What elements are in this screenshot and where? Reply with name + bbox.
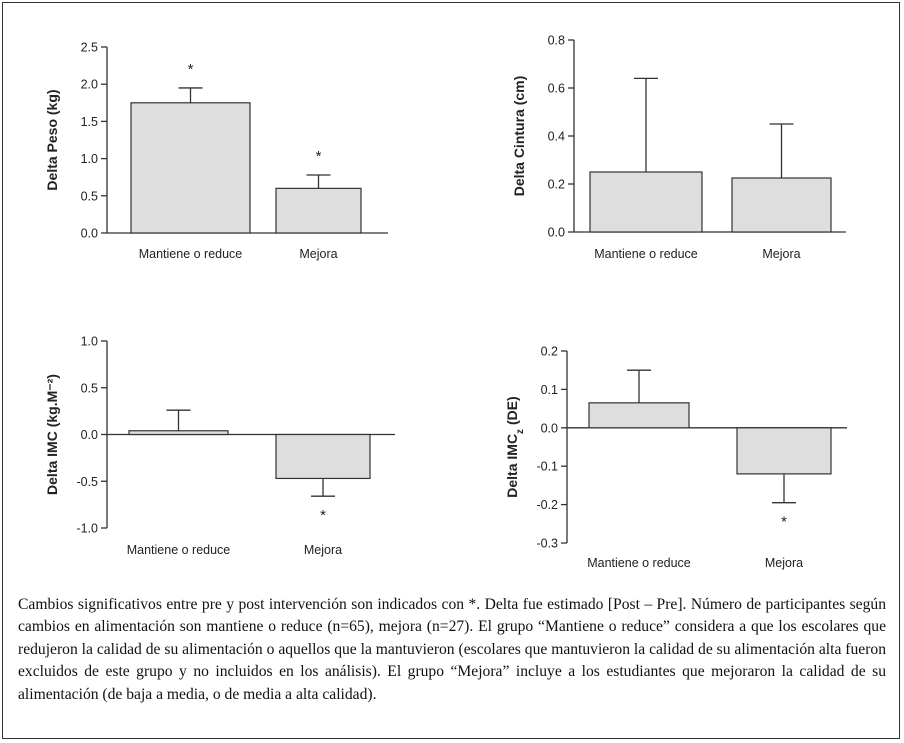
chart-delta-cintura: 0.0 0.2 0.4 0.6 0.8 Mantiene o reduce Mejora De… xyxy=(511,34,846,261)
significance-marker: * xyxy=(188,61,194,78)
y-tick-label: 0.8 xyxy=(548,34,565,48)
bar xyxy=(736,427,832,475)
chart-delta-peso: 0.0 0.5 1.0 1.5 2.0 2.5 * Mantiene o reduce * Mej… xyxy=(44,41,388,261)
y-tick-label: 0.2 xyxy=(548,178,565,192)
y-axis-label: Delta Cintura (cm) xyxy=(511,76,527,197)
y-tick-label: -1.0 xyxy=(76,522,98,536)
y-tick-label: -0.1 xyxy=(536,460,558,474)
y-tick-label: 0.1 xyxy=(541,383,558,397)
y-tick-label: 0.4 xyxy=(548,130,565,144)
category-label: Mantiene o reduce xyxy=(594,247,698,261)
chart-delta-imc: -1.0 -0.5 0.0 0.5 1.0 Mantiene o reduce * Mejor… xyxy=(44,335,395,557)
category-label: Mejora xyxy=(765,556,803,570)
y-tick-label: 0.0 xyxy=(548,226,565,240)
y-tick-label: 2.5 xyxy=(81,41,98,55)
significance-marker: * xyxy=(781,514,787,531)
bar xyxy=(731,177,832,233)
y-tick-label: -0.3 xyxy=(536,537,558,551)
y-tick-label: 1.0 xyxy=(81,152,98,166)
significance-marker: * xyxy=(316,148,322,165)
y-tick-label: 1.5 xyxy=(81,115,98,129)
category-label: Mejora xyxy=(304,543,342,557)
category-label: Mantiene o reduce xyxy=(139,247,243,261)
category-label: Mejora xyxy=(762,247,800,261)
y-tick-label: -0.2 xyxy=(536,498,558,512)
category-label: Mantiene o reduce xyxy=(587,556,691,570)
y-tick-label: 0.0 xyxy=(541,421,558,435)
chart-delta-imcz: -0.3 -0.2 -0.1 0.0 0.1 0.2 Mantiene o reduce * M… xyxy=(504,345,847,570)
y-tick-label: 0.2 xyxy=(541,345,558,359)
y-tick-label: 0.0 xyxy=(81,428,98,442)
bar xyxy=(589,171,703,233)
category-label: Mantiene o reduce xyxy=(127,543,231,557)
bar xyxy=(275,433,371,480)
y-tick-label: 0.5 xyxy=(81,381,98,395)
bar xyxy=(128,430,229,436)
y-tick-label: 0.0 xyxy=(81,227,98,241)
y-tick-label: -0.5 xyxy=(76,475,98,489)
figure-caption: Cambios significativos entre pre y post … xyxy=(18,596,886,703)
y-axis-label: Delta IMC (kg.M⁻²) xyxy=(44,374,60,495)
y-tick-label: 2.0 xyxy=(81,78,98,92)
y-tick-label: 1.0 xyxy=(81,335,98,349)
y-tick-label: 0.6 xyxy=(548,82,565,96)
bar xyxy=(588,402,690,429)
y-axis-label: Delta Peso (kg) xyxy=(44,89,60,190)
bar xyxy=(130,102,251,234)
significance-marker: * xyxy=(320,507,326,524)
category-label: Mejora xyxy=(299,247,337,261)
y-tick-label: 0.5 xyxy=(81,189,98,203)
bar xyxy=(275,187,362,234)
y-axis-label: Delta IMCz (DE) xyxy=(504,396,526,497)
